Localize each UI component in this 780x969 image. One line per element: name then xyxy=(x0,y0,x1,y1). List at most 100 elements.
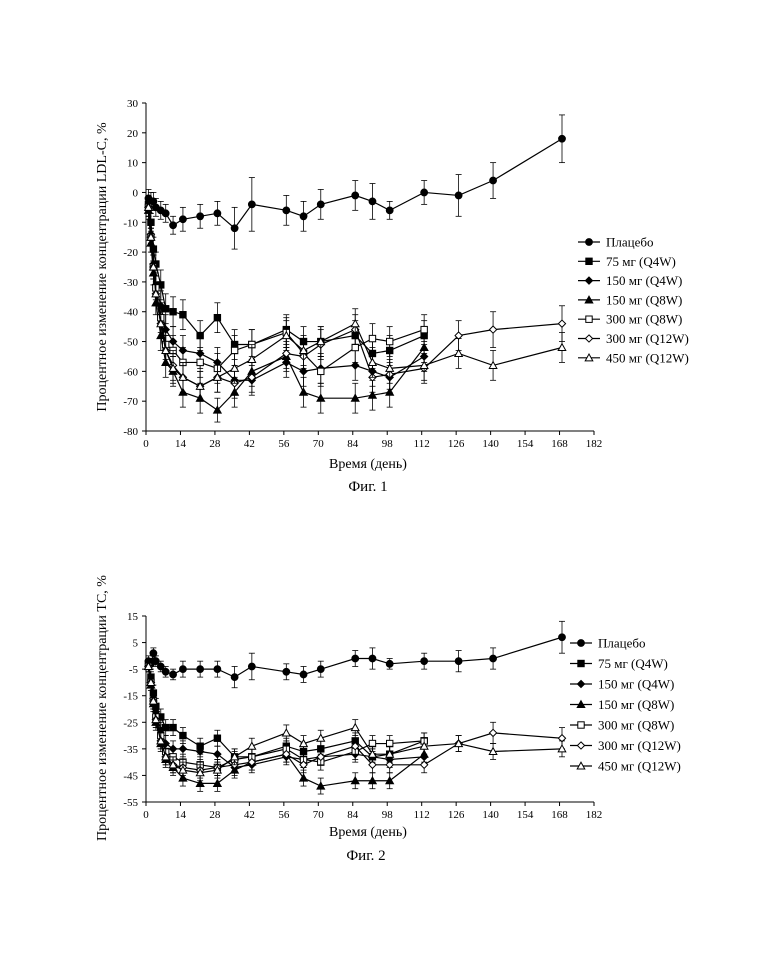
chart-ldl-c-data-point xyxy=(352,344,358,350)
chart-ldl-c-data-point xyxy=(231,225,238,232)
chart-tc-ytick-label: -45 xyxy=(123,770,138,782)
chart-ldl-c-xtick-label: 182 xyxy=(586,438,603,450)
chart-ldl-c-data-point xyxy=(386,338,392,344)
chart-tc-ylabel: Процентное изменение концентрации ТС, % xyxy=(95,575,110,841)
chart-tc-legend-label: Плацебо xyxy=(598,636,646,651)
chart-ldl-c-data-point xyxy=(489,326,496,333)
chart-tc: -55-45-35-25-15-551501428425670849811212… xyxy=(95,575,681,864)
chart-tc-data-point xyxy=(180,666,187,673)
chart-tc-data-point xyxy=(300,671,307,678)
chart-ldl-c-xtick-label: 56 xyxy=(278,438,290,450)
chart-ldl-c-xtick-label: 140 xyxy=(482,438,499,450)
chart-ldl-c-xtick-label: 28 xyxy=(209,438,221,450)
chart-ldl-c-data-point xyxy=(559,135,566,142)
chart-tc-xtick-label: 14 xyxy=(175,809,187,821)
chart-tc-ytick-label: -35 xyxy=(123,744,138,756)
chart-tc-data-point xyxy=(386,740,392,746)
chart-ldl-c-data-point xyxy=(197,213,204,220)
chart-ldl-c-xlabel: Время (день) xyxy=(329,457,407,472)
chart-ldl-c: -80-70-60-50-40-30-20-100102030014284256… xyxy=(95,98,689,495)
chart-tc-legend-marker xyxy=(577,742,584,749)
chart-ldl-c-legend-label: 75 мг (Q4W) xyxy=(606,254,676,269)
chart-ldl-c-data-point xyxy=(300,388,308,395)
chart-tc-data-point xyxy=(214,735,220,741)
chart-ldl-c-ytick-label: -50 xyxy=(123,337,138,349)
chart-ldl-c-data-point xyxy=(490,177,497,184)
chart-tc-legend: Плацебо 75 мг (Q4W) 150 мг (Q4W) 150 мг (Q8… xyxy=(570,636,681,774)
chart-tc-data-point xyxy=(150,650,157,657)
chart-ldl-c-legend-marker xyxy=(586,316,592,322)
chart-ldl-c-data-point xyxy=(180,312,186,318)
chart-ldl-c-ytick-label: 0 xyxy=(133,187,139,199)
chart-ldl-c-legend-label: Плацебо xyxy=(606,235,654,250)
chart-tc-xtick-label: 42 xyxy=(244,809,255,821)
chart-ldl-c-ytick-label: -80 xyxy=(123,426,138,438)
chart-ldl-c-data-point xyxy=(386,207,393,214)
chart-tc-caption: Фиг. 2 xyxy=(346,848,385,864)
chart-ldl-c-xtick-label: 84 xyxy=(347,438,359,450)
chart-ldl-c-ytick-label: -40 xyxy=(123,307,138,319)
chart-ldl-c-caption: Фиг. 1 xyxy=(348,479,387,495)
chart-ldl-c-data-point xyxy=(352,192,359,199)
chart-ldl-c-xtick-label: 42 xyxy=(244,438,255,450)
chart-ldl-c-xtick-label: 126 xyxy=(448,438,465,450)
chart-tc-ytick-label: -15 xyxy=(123,691,138,703)
chart-ldl-c-ytick-label: -70 xyxy=(123,396,138,408)
chart-tc-legend-label: 300 мг (Q8W) xyxy=(598,718,674,733)
chart-ldl-c-legend-label: 150 мг (Q8W) xyxy=(606,292,682,307)
chart-tc-legend-label: 150 мг (Q8W) xyxy=(598,697,674,712)
chart-ldl-c-ytick-label: -10 xyxy=(123,217,138,229)
chart-tc-data-point xyxy=(214,666,221,673)
chart-ldl-c-legend-marker xyxy=(586,258,592,264)
chart-ldl-c-ylabel: Процентное изменение концентрации LDL-C,… xyxy=(95,122,110,412)
chart-ldl-c-data-point xyxy=(197,359,203,365)
chart-tc-data-point xyxy=(490,655,497,662)
chart-ldl-c-data-point xyxy=(170,309,176,315)
chart-ldl-c-data-point xyxy=(231,347,237,353)
chart-tc-legend-label: 450 мг (Q12W) xyxy=(598,759,681,774)
chart-ldl-c-legend-label: 300 мг (Q12W) xyxy=(606,331,689,346)
chart-ldl-c-ytick-label: 10 xyxy=(127,158,139,170)
chart-ldl-c-data-point xyxy=(558,320,565,327)
chart-ldl-c-legend: Плацебо 75 мг (Q4W) 150 мг (Q4W) 150 мг (Q8… xyxy=(578,235,689,366)
chart-tc-data-point xyxy=(248,663,255,670)
chart-tc-xtick-label: 154 xyxy=(517,809,534,821)
chart-tc-legend-label: 75 мг (Q4W) xyxy=(598,656,668,671)
chart-tc-xtick-label: 56 xyxy=(278,809,290,821)
chart-ldl-c-series-line xyxy=(148,210,424,410)
chart-tc-data-point xyxy=(455,658,462,665)
chart-tc-data-point xyxy=(369,740,375,746)
chart-tc-data-point xyxy=(369,655,376,662)
chart-ldl-c-series-3 xyxy=(145,201,428,422)
chart-ldl-c-data-point xyxy=(317,201,324,208)
chart-tc-legend-label: 150 мг (Q4W) xyxy=(598,677,674,692)
chart-ldl-c-data-point xyxy=(214,210,221,217)
chart-ldl-c-data-point xyxy=(170,222,177,229)
chart-tc-xtick-label: 70 xyxy=(313,809,325,821)
chart-ldl-c-data-point xyxy=(369,198,376,205)
chart-ldl-c-legend-label: 450 мг (Q12W) xyxy=(606,350,689,365)
chart-tc-legend-marker xyxy=(578,640,585,647)
chart-tc-data-point xyxy=(489,729,496,736)
chart-tc-series-0 xyxy=(145,621,565,687)
chart-ldl-c-legend-label: 150 мг (Q4W) xyxy=(606,273,682,288)
chart-ldl-c-ytick-label: -20 xyxy=(123,247,138,259)
chart-tc-data-point xyxy=(179,745,186,752)
chart-tc-xtick-label: 0 xyxy=(143,809,149,821)
chart-ldl-c-data-point xyxy=(300,213,307,220)
chart-ldl-c-legend-marker xyxy=(585,335,592,342)
chart-tc-data-point xyxy=(352,655,359,662)
chart-tc-xtick-label: 126 xyxy=(448,809,465,821)
chart-ldl-c-xtick-label: 168 xyxy=(551,438,568,450)
chart-ldl-c-xtick-label: 98 xyxy=(382,438,394,450)
chart-tc-legend-marker xyxy=(577,680,584,687)
chart-ldl-c-data-point xyxy=(558,344,566,351)
chart-ldl-c-data-point xyxy=(180,216,187,223)
chart-ldl-c-data-point xyxy=(455,192,462,199)
chart-ldl-c-legend-label: 300 мг (Q8W) xyxy=(606,312,682,327)
chart-ldl-c-legend-marker xyxy=(586,239,593,246)
chart-ldl-c-xtick-label: 112 xyxy=(414,438,430,450)
chart-tc-xtick-label: 112 xyxy=(414,809,430,821)
chart-ldl-c-ytick-label: 20 xyxy=(127,128,139,140)
chart-tc-xtick-label: 182 xyxy=(586,809,603,821)
